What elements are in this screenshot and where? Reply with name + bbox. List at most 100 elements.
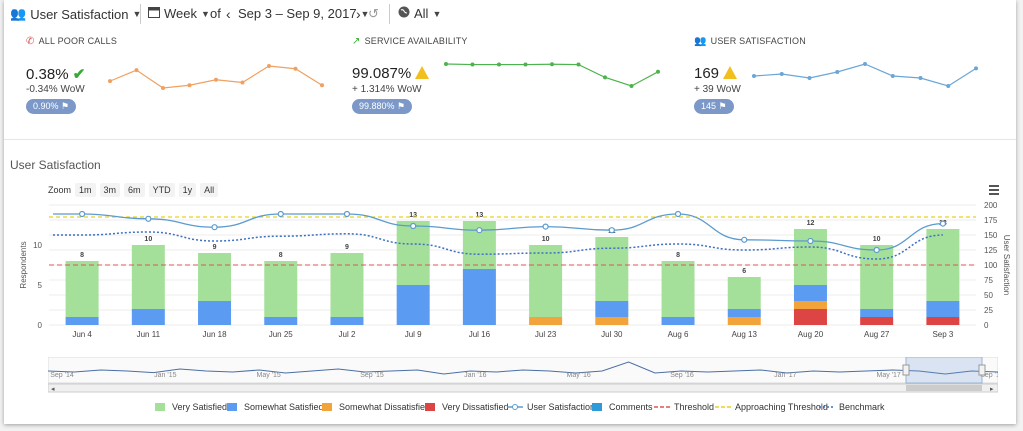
legend-label: Somewhat Dissatisfied xyxy=(339,402,431,412)
bar-segment xyxy=(131,309,165,325)
bar-segment xyxy=(264,261,298,317)
check-icon: ✔ xyxy=(72,66,86,83)
kpi-poor-calls[interactable]: ✆ ALL POOR CALLS 0.38% ✔ -0.34% WoW 0.90%… xyxy=(26,36,346,126)
scroll-left-icon[interactable]: ◂ xyxy=(51,386,55,393)
kpi-user-satisfaction[interactable]: 👥 USER SATISFACTION 169 + 39 WoW 145 ⚑ xyxy=(694,36,1014,126)
next-period-button[interactable]: › xyxy=(356,6,361,22)
bar-segment xyxy=(529,245,563,317)
sparkline-point xyxy=(550,62,554,67)
chart-menu-icon[interactable] xyxy=(989,185,999,197)
dashboard-frame: 👥 User Satisfaction ▼ Week ▼ of ‹ Sep 3 … xyxy=(4,0,1016,424)
location-filter[interactable]: All ▼ xyxy=(398,6,441,21)
section-title: User Satisfaction xyxy=(10,158,101,172)
bar-total-label: 6 xyxy=(742,268,746,275)
legend-item[interactable]: Somewhat Dissatisfied xyxy=(319,402,430,412)
legend-swatch xyxy=(592,403,602,411)
chevron-right-icon: › xyxy=(356,6,361,22)
flag-icon: ⚑ xyxy=(397,101,406,111)
bar-segment xyxy=(65,261,99,317)
kpi-service-availability[interactable]: ↗ SERVICE AVAILABILITY 99.087% + 1.314% W… xyxy=(352,36,672,126)
sparkline-point xyxy=(807,76,812,80)
legend-item[interactable]: Very Satisfied xyxy=(152,402,227,412)
toolbar-divider xyxy=(140,4,141,24)
legend-swatch xyxy=(654,406,670,408)
legend-swatch xyxy=(715,406,731,408)
legend-swatch xyxy=(425,403,435,411)
x-tick-label: Aug 27 xyxy=(864,330,890,339)
chevron-down-icon: ▼ xyxy=(132,9,142,19)
period-selector[interactable]: Week ▼ xyxy=(148,6,210,21)
legend-item[interactable]: Approaching Threshold xyxy=(715,402,828,412)
zoom-ytd-button[interactable]: YTD xyxy=(148,183,175,197)
legend-item[interactable]: Very Dissatisfied xyxy=(422,402,509,412)
zoom-3m-button[interactable]: 3m xyxy=(99,183,121,197)
legend-item[interactable]: Somewhat Satisfied xyxy=(224,402,324,412)
y-tick-label: 5 xyxy=(38,281,43,290)
prev-period-button[interactable]: ‹ xyxy=(226,6,231,22)
date-range-selector[interactable]: Sep 3 – Sep 9, 2017 ▼ xyxy=(238,6,369,21)
y2-tick-label: 75 xyxy=(984,276,993,285)
bar-segment xyxy=(595,301,629,317)
x-tick-label: Aug 6 xyxy=(668,330,689,339)
sparkline-point xyxy=(752,74,756,78)
navigator-label: May '16 xyxy=(567,372,591,379)
kpi-delta: + 1.314% WoW xyxy=(352,84,422,95)
chevron-down-icon: ▼ xyxy=(360,8,370,19)
bar-segment xyxy=(131,245,165,309)
y2-tick-label: 150 xyxy=(984,231,998,240)
sparkline-point xyxy=(890,74,895,78)
sparkline-point xyxy=(656,69,660,74)
bar-total-label: 9 xyxy=(213,244,217,251)
report-selector[interactable]: 👥 User Satisfaction ▼ xyxy=(10,6,141,22)
bar-total-label: 10 xyxy=(873,236,881,243)
navigator-series xyxy=(48,361,998,375)
legend-item[interactable]: Threshold xyxy=(654,402,714,412)
bar-total-label: 8 xyxy=(279,252,283,259)
zoom-1y-button[interactable]: 1y xyxy=(178,183,197,197)
scrollbar-track xyxy=(48,383,998,393)
of-label: of xyxy=(210,6,221,21)
legend-label: Threshold xyxy=(674,402,715,412)
sparkline-point xyxy=(835,70,840,74)
bar-segment xyxy=(330,253,364,317)
legend-item[interactable]: Comments xyxy=(589,402,653,412)
x-tick-label: Jul 16 xyxy=(469,330,491,339)
sparkline-point xyxy=(629,84,634,88)
bar-segment xyxy=(330,317,364,325)
sparkline-point xyxy=(320,83,324,88)
navigator-label: Sep '15 xyxy=(360,372,384,379)
user-satisfaction-point xyxy=(145,215,152,222)
bar-segment xyxy=(264,317,298,325)
sparkline-point xyxy=(293,66,298,71)
chart-navigator[interactable]: Sep '14 Jan '15 May '15 Sep '15 Jan '16 May '… xyxy=(48,357,998,393)
scrollbar-thumb[interactable] xyxy=(906,385,982,391)
legend-swatch xyxy=(155,403,165,411)
sparkline-point xyxy=(470,62,475,67)
scroll-right-icon[interactable]: ▸ xyxy=(990,386,994,393)
legend-swatch xyxy=(227,403,237,411)
navigator-label: Jan '17 xyxy=(774,372,796,379)
user-satisfaction-point xyxy=(211,224,218,231)
legend-item[interactable]: User Satisfaction xyxy=(507,402,595,412)
x-tick-label: Jul 9 xyxy=(405,330,422,339)
navigator-handle[interactable] xyxy=(978,364,986,376)
navigator-selection[interactable] xyxy=(905,357,983,384)
bar-segment xyxy=(462,269,496,325)
legend-item[interactable]: Benchmark xyxy=(819,402,885,412)
zoom-1m-button[interactable]: 1m xyxy=(75,183,96,197)
x-tick-label: Jul 23 xyxy=(535,330,557,339)
y-tick-label: 10 xyxy=(33,241,42,250)
navigator-label: Sep '16 xyxy=(670,372,694,379)
zoom-all-button[interactable]: All xyxy=(200,183,219,197)
zoom-6m-button[interactable]: 6m xyxy=(124,183,145,197)
bar-segment xyxy=(793,301,827,309)
bar-segment xyxy=(661,317,695,325)
filter-label: All xyxy=(414,6,429,21)
reset-button[interactable]: ↺ xyxy=(368,6,379,22)
section-divider xyxy=(4,139,1016,140)
sparkline-point xyxy=(161,86,165,90)
kpi-badge: 0.90% ⚑ xyxy=(26,99,77,114)
navigator-handle[interactable] xyxy=(902,364,910,376)
bar-segment xyxy=(529,317,563,325)
y2-tick-label: 200 xyxy=(984,201,998,210)
